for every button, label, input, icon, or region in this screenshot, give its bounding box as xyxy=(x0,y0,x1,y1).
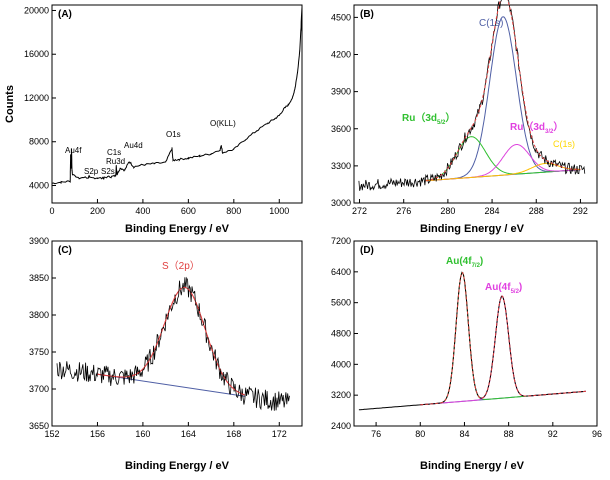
x-tick-label: 284 xyxy=(485,206,500,216)
panel-a-xlabel: Binding Energy / eV xyxy=(125,223,230,235)
panel-d-label: (D) xyxy=(360,245,374,256)
y-tick-label: 3600 xyxy=(331,124,351,134)
x-tick-label: 276 xyxy=(396,206,411,216)
panel-b-ticks: 272 276 280 284 288 292 3000 3300 3600 3900 4200 45… xyxy=(331,12,588,216)
x-tick-label: 84 xyxy=(459,429,469,439)
y-tick-label: 4000 xyxy=(29,180,49,190)
panel-c-xlabel: Binding Energy / eV xyxy=(125,460,230,472)
panel-c-fit-components xyxy=(97,286,246,397)
fit-component xyxy=(425,16,581,182)
panel-b-c1s-ru3d-chart: (B) 272 276 280 284 288 292 3000 3300 3600 3900 42… xyxy=(331,0,598,235)
y-tick-label: 4000 xyxy=(331,359,351,369)
annotation-s2p: S2p xyxy=(84,167,99,176)
y-tick-label: 20000 xyxy=(24,5,49,15)
panel-d-ticks: 76 80 84 88 92 96 2400 3200 4000 4800 5600 6400 7200 xyxy=(331,236,602,439)
annotation-s2s: S2s xyxy=(101,167,115,176)
x-tick-label: 96 xyxy=(592,429,602,439)
y-tick-label: 3300 xyxy=(331,161,351,171)
panel-d-fit-envelope xyxy=(420,272,587,406)
y-tick-label: 4200 xyxy=(331,50,351,60)
fit-component xyxy=(97,286,246,396)
annotation-d-au72: Au(4f7/2) xyxy=(446,256,483,269)
panel-a-frame xyxy=(51,4,303,204)
panel-b-label: (B) xyxy=(360,9,374,20)
x-tick-label: 172 xyxy=(272,429,287,439)
y-tick-label: 3850 xyxy=(29,273,49,283)
annotation-b-ru3d32: Ru（3d3/2） xyxy=(510,120,563,135)
fit-baseline xyxy=(97,373,246,397)
y-tick-label: 4800 xyxy=(331,329,351,339)
annotation-d-au52: Au(4f5/2) xyxy=(485,282,522,295)
x-tick-label: 156 xyxy=(90,429,105,439)
annotation-b-c1s-small: C(1s) xyxy=(553,139,575,149)
x-tick-label: 292 xyxy=(573,206,588,216)
x-tick-label: 800 xyxy=(226,206,241,216)
y-tick-label: 3900 xyxy=(331,87,351,97)
y-tick-label: 3750 xyxy=(29,347,49,357)
y-tick-label: 3900 xyxy=(29,236,49,246)
x-tick-label: 0 xyxy=(49,206,54,216)
annotation-au4d: Au4d xyxy=(124,141,143,150)
panel-b-fit-components xyxy=(425,16,581,182)
annotation-b-c1s: C(1s) xyxy=(479,18,503,29)
fit-component xyxy=(420,295,587,406)
x-tick-label: 280 xyxy=(440,206,455,216)
panel-d-xlabel: Binding Energy / eV xyxy=(420,460,525,472)
x-tick-label: 288 xyxy=(529,206,544,216)
panel-b-frame xyxy=(353,4,598,204)
annotation-o1s: O1s xyxy=(166,130,181,139)
y-tick-label: 3200 xyxy=(331,390,351,400)
annotation-okll: O(KLL) xyxy=(210,119,236,128)
x-tick-label: 92 xyxy=(548,429,558,439)
y-tick-label: 3650 xyxy=(29,421,49,431)
panel-a-ticks: 0 200 400 600 800 1000 4000 8000 12000 16000 20000 xyxy=(24,5,289,216)
panel-c-data-line xyxy=(56,276,290,411)
panel-b-fit-envelope xyxy=(425,0,581,181)
y-tick-label: 5600 xyxy=(331,298,351,308)
x-tick-label: 272 xyxy=(352,206,367,216)
x-tick-label: 164 xyxy=(181,429,196,439)
panel-a-survey-line xyxy=(51,6,303,185)
x-tick-label: 168 xyxy=(226,429,241,439)
x-tick-label: 160 xyxy=(135,429,150,439)
panel-c-fit-envelope xyxy=(97,286,246,396)
annotation-au4f: Au4f xyxy=(65,146,82,155)
panel-a-ylabel: Counts xyxy=(4,85,16,123)
panel-a-survey-chart: (A) 0 200 400 600 800 1000 4000 8000 12000 16000 2… xyxy=(4,4,303,235)
x-tick-label: 152 xyxy=(44,429,59,439)
panel-a-label: (A) xyxy=(58,9,72,20)
x-tick-label: 400 xyxy=(135,206,150,216)
y-tick-label: 3000 xyxy=(331,198,351,208)
y-tick-label: 2400 xyxy=(331,421,351,431)
x-tick-label: 80 xyxy=(415,429,425,439)
x-tick-label: 600 xyxy=(181,206,196,216)
annotation-c1s: C1s xyxy=(107,148,121,157)
y-tick-label: 8000 xyxy=(29,137,49,147)
y-tick-label: 3700 xyxy=(29,384,49,394)
y-tick-label: 16000 xyxy=(24,49,49,59)
y-tick-label: 7200 xyxy=(331,236,351,246)
x-tick-label: 88 xyxy=(504,429,514,439)
panel-c-s2p-chart: (C) 152 156 160 164 168 172 3650 3700 3750 3800 38… xyxy=(29,236,303,472)
panel-c-frame xyxy=(51,240,303,427)
panel-c-ticks: 152 156 160 164 168 172 3650 3700 3750 3800 3850 39… xyxy=(29,236,287,439)
y-tick-label: 12000 xyxy=(24,93,49,103)
y-tick-label: 4500 xyxy=(331,12,351,22)
annotation-ru3d: Ru3d xyxy=(106,157,125,166)
x-tick-label: 1000 xyxy=(269,206,289,216)
annotation-b-ru3d52: Ru（3d5/2） xyxy=(402,111,455,126)
panel-d-au4f-chart: (D) 76 80 84 88 92 96 2400 3200 4000 4800 5600 6400… xyxy=(331,236,602,472)
x-tick-label: 200 xyxy=(90,206,105,216)
annotation-c-s2p: S（2p） xyxy=(162,260,200,272)
fit-component xyxy=(425,162,581,182)
panel-c-label: (C) xyxy=(58,245,72,256)
y-tick-label: 3800 xyxy=(29,310,49,320)
panel-b-xlabel: Binding Energy / eV xyxy=(420,223,525,235)
x-tick-label: 76 xyxy=(371,429,381,439)
y-tick-label: 6400 xyxy=(331,267,351,277)
panel-b-data-line xyxy=(358,0,586,191)
panel-d-data-line xyxy=(358,271,585,411)
